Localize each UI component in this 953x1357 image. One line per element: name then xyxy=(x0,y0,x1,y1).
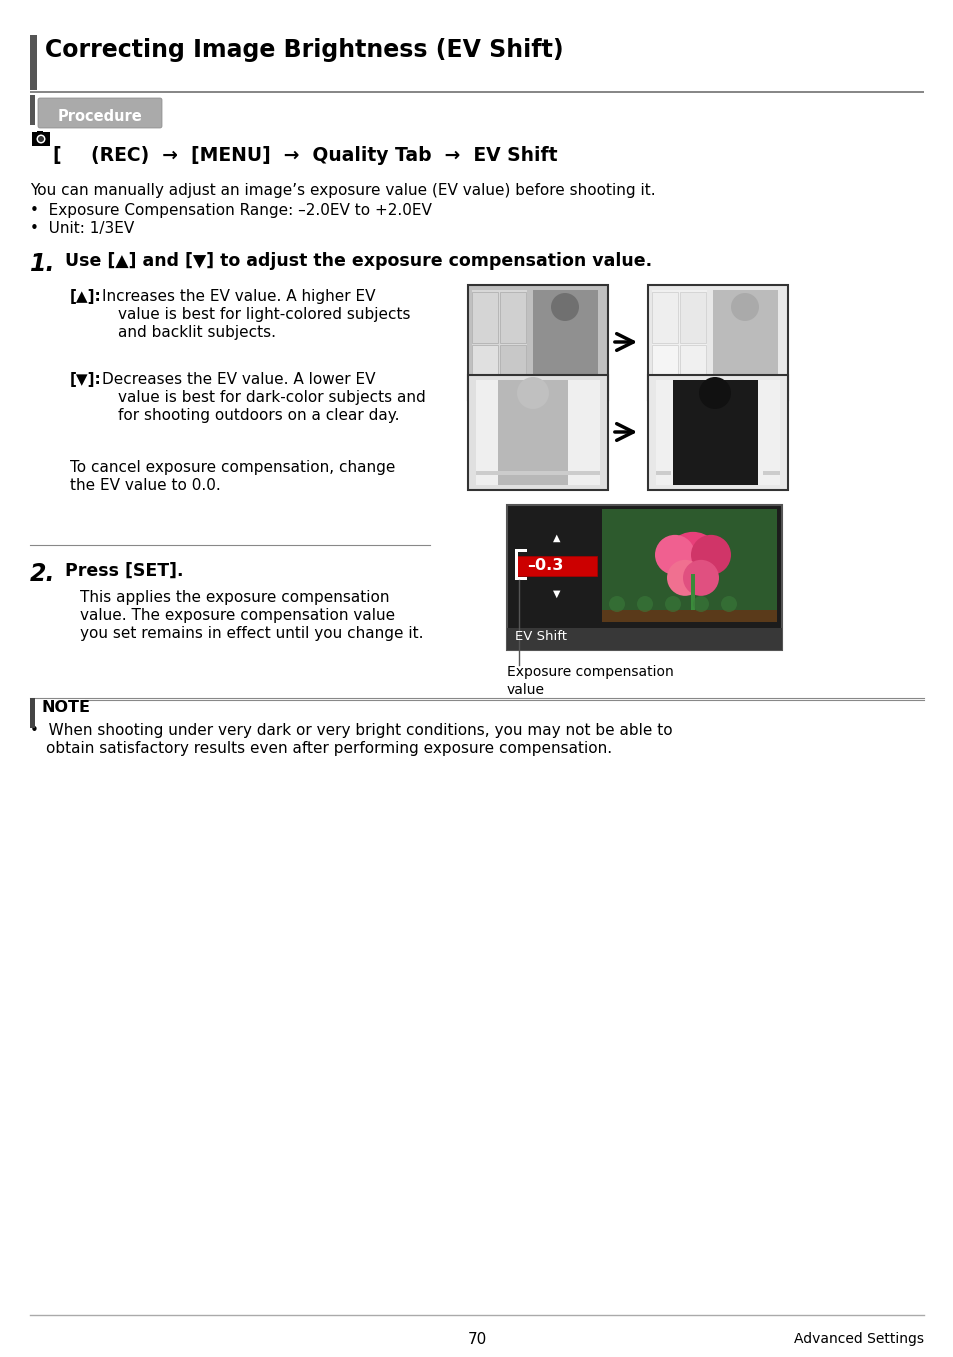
Text: To cancel exposure compensation, change: To cancel exposure compensation, change xyxy=(70,460,395,475)
Text: [: [ xyxy=(52,147,61,166)
Text: Increases the EV value. A higher EV: Increases the EV value. A higher EV xyxy=(102,289,375,304)
Text: value is best for dark-color subjects and: value is best for dark-color subjects an… xyxy=(118,389,425,404)
Text: –0.3: –0.3 xyxy=(526,558,563,573)
Text: (REC)  →  [MENU]  →  Quality Tab  →  EV Shift: (REC) → [MENU] → Quality Tab → EV Shift xyxy=(52,147,557,166)
Bar xyxy=(651,345,678,395)
Text: 70: 70 xyxy=(467,1333,486,1348)
Text: NOTE: NOTE xyxy=(42,700,91,715)
Circle shape xyxy=(655,535,695,575)
Circle shape xyxy=(664,532,720,588)
Circle shape xyxy=(637,596,652,612)
Bar xyxy=(30,697,35,727)
FancyBboxPatch shape xyxy=(38,98,162,128)
Circle shape xyxy=(730,293,759,322)
Circle shape xyxy=(551,293,578,322)
Text: Exposure compensation: Exposure compensation xyxy=(506,665,673,678)
Bar xyxy=(601,611,776,622)
Text: Procedure: Procedure xyxy=(57,109,142,123)
Text: value is best for light-colored subjects: value is best for light-colored subjects xyxy=(118,307,410,322)
Text: EV Shift: EV Shift xyxy=(515,630,566,643)
Circle shape xyxy=(690,535,730,575)
Text: •  When shooting under very dark or very bright conditions, you may not be able : • When shooting under very dark or very … xyxy=(30,723,672,738)
Circle shape xyxy=(682,560,719,596)
Bar xyxy=(656,380,780,484)
Text: the EV value to 0.0.: the EV value to 0.0. xyxy=(70,478,220,493)
Text: This applies the exposure compensation: This applies the exposure compensation xyxy=(80,590,389,605)
Text: Advanced Settings: Advanced Settings xyxy=(793,1333,923,1346)
Bar xyxy=(515,555,597,575)
Text: Press [SET].: Press [SET]. xyxy=(65,562,183,579)
Text: and backlit subjects.: and backlit subjects. xyxy=(118,324,275,341)
Bar xyxy=(497,380,567,484)
Text: you set remains in effect until you change it.: you set remains in effect until you chan… xyxy=(80,626,423,641)
Text: 1.: 1. xyxy=(30,252,55,275)
Circle shape xyxy=(699,377,730,408)
Bar xyxy=(712,290,778,395)
Bar xyxy=(651,292,678,343)
Text: for shooting outdoors on a clear day.: for shooting outdoors on a clear day. xyxy=(118,408,399,423)
Bar xyxy=(32,132,50,147)
Bar xyxy=(506,628,781,650)
Bar xyxy=(37,132,43,134)
Bar xyxy=(476,471,599,475)
Circle shape xyxy=(720,596,737,612)
Bar xyxy=(690,574,695,617)
Circle shape xyxy=(517,377,548,408)
Text: value. The exposure compensation value: value. The exposure compensation value xyxy=(80,608,395,623)
Circle shape xyxy=(36,134,46,144)
Bar xyxy=(515,548,526,551)
Bar xyxy=(506,505,781,650)
Text: You can manually adjust an image’s exposure value (EV value) before shooting it.: You can manually adjust an image’s expos… xyxy=(30,183,655,198)
Text: value: value xyxy=(506,683,544,697)
Circle shape xyxy=(692,596,708,612)
Bar xyxy=(468,285,607,400)
Bar xyxy=(515,551,517,579)
Bar xyxy=(30,95,35,125)
Bar xyxy=(30,35,37,90)
Bar xyxy=(499,345,525,395)
Bar xyxy=(515,577,526,579)
Text: obtain satisfactory results even after performing exposure compensation.: obtain satisfactory results even after p… xyxy=(46,741,612,756)
Text: [▼]:: [▼]: xyxy=(70,372,102,387)
Text: •  Unit: 1/3EV: • Unit: 1/3EV xyxy=(30,221,134,236)
Text: •  Exposure Compensation Range: –2.0EV to +2.0EV: • Exposure Compensation Range: –2.0EV to… xyxy=(30,204,432,218)
Bar xyxy=(651,290,706,395)
Circle shape xyxy=(608,596,624,612)
Bar xyxy=(762,471,780,475)
Bar xyxy=(472,292,497,343)
Bar xyxy=(499,292,525,343)
Bar xyxy=(601,509,776,622)
Bar xyxy=(476,380,599,484)
Text: ▼: ▼ xyxy=(553,589,560,598)
Bar xyxy=(647,285,787,400)
Bar xyxy=(472,345,497,395)
Bar xyxy=(647,375,787,490)
Text: ▲: ▲ xyxy=(553,532,560,543)
Circle shape xyxy=(666,560,702,596)
Text: Decreases the EV value. A lower EV: Decreases the EV value. A lower EV xyxy=(102,372,375,387)
Bar xyxy=(656,471,670,475)
Text: Correcting Image Brightness (EV Shift): Correcting Image Brightness (EV Shift) xyxy=(45,38,563,62)
Text: 2.: 2. xyxy=(30,562,55,586)
Bar xyxy=(30,91,923,94)
Bar xyxy=(679,292,705,343)
Circle shape xyxy=(38,136,44,142)
Bar xyxy=(679,345,705,395)
Bar xyxy=(472,290,526,395)
Text: Use [▲] and [▼] to adjust the exposure compensation value.: Use [▲] and [▼] to adjust the exposure c… xyxy=(65,252,652,270)
Bar xyxy=(468,375,607,490)
Bar xyxy=(533,290,598,395)
Circle shape xyxy=(664,596,680,612)
Text: [▲]:: [▲]: xyxy=(70,289,102,304)
Bar xyxy=(672,380,758,484)
